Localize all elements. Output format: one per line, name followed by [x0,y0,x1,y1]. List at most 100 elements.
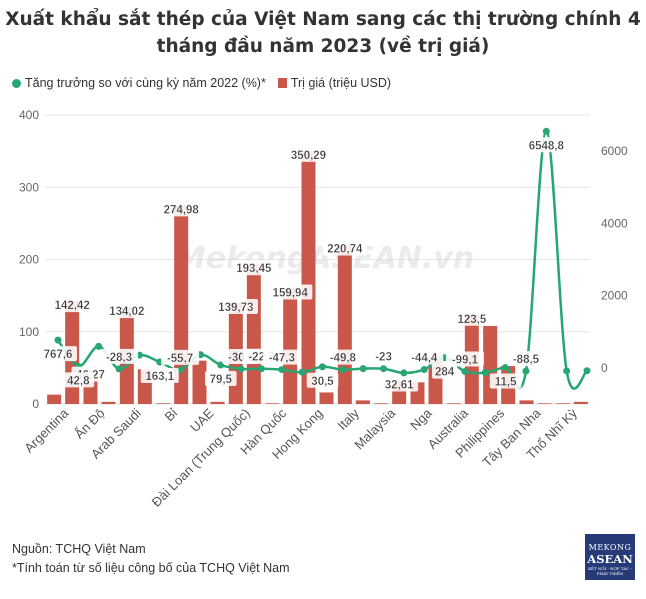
growth-point [217,361,225,369]
svg-text:163,1: 163,1 [145,371,174,383]
svg-text:134,02: 134,02 [109,306,144,318]
data-label: -88,5 [506,351,545,366]
growth-point [339,366,347,374]
svg-text:79,5: 79,5 [210,374,233,386]
growth-point [502,363,510,371]
left-tick-label: 300 [19,180,39,194]
svg-text:-47,3: -47,3 [269,353,295,365]
category-label: Italy [334,405,362,433]
bar [537,403,552,404]
category-label: UAE [187,405,217,435]
svg-text:159,94: 159,94 [273,287,309,299]
bar [374,403,389,404]
right-axis: 0 2000 4000 6000 [601,144,628,375]
bar [192,360,207,404]
data-labels: 142,4246,27134,02274,98139,73193,45159,9… [39,137,569,392]
growth-point [359,365,367,373]
data-label: 350,29 [286,146,331,162]
data-label: -49,8 [323,349,362,365]
left-tick-label: 0 [32,397,39,411]
legend-swatch-growth [12,78,21,88]
category-label: Malaysia [351,405,398,452]
data-label: 134,02 [104,303,150,318]
mekong-asean-logo: MEKONG ASEAN KẾT NỐI - HỢP TÁC - PHÁT TR… [585,534,635,580]
growth-point [400,369,408,377]
legend-swatch-value [277,78,287,88]
legend-label-value: Trị giá (triệu USD) [290,76,392,90]
data-label: 284 [431,363,458,379]
svg-text:350,29: 350,29 [291,150,326,162]
right-tick-label: 4000 [601,216,628,230]
bar [573,401,588,404]
bar [519,400,534,404]
svg-text:-99,1: -99,1 [452,354,479,366]
data-label: -99,1 [445,351,484,367]
data-label: 79,5 [204,371,237,386]
svg-text:284: 284 [435,367,455,379]
right-tick-label: 6000 [601,144,628,158]
bar [156,403,171,404]
svg-text:32,61: 32,61 [385,379,414,391]
svg-text:42,8: 42,8 [67,375,90,387]
chart-title-line-1: Xuất khẩu sắt thép của Việt Nam sang các… [5,9,641,30]
data-label: -47,3 [262,349,301,365]
bar [265,403,280,404]
growth-point [95,342,103,350]
logo-line-3: KẾT NỐI - HỢP TÁC - PHÁT TRIỂN [588,566,632,576]
svg-text:274,98: 274,98 [164,204,200,216]
bar [283,288,298,404]
data-label: 6548,8 [524,137,569,152]
growth-point [522,367,530,375]
data-label: 163,1 [140,367,179,383]
chart-legend: Tăng trưởng so với cùng kỳ năm 2022 (%)*… [12,76,391,90]
svg-text:11,5: 11,5 [495,376,517,388]
svg-text:-88,5: -88,5 [513,354,540,366]
growth-point [420,365,428,373]
svg-text:-23: -23 [375,352,392,364]
growth-point [257,365,265,373]
chart-title: Xuất khẩu sắt thép của Việt Nam sang các… [0,6,646,60]
data-label: 42,8 [62,372,95,387]
svg-text:30,5: 30,5 [311,376,334,388]
svg-text:-49,8: -49,8 [330,353,357,365]
bar [101,401,116,404]
bar [319,392,334,404]
category-label: Nga [407,405,435,433]
bar [301,150,316,404]
data-label: 142,42 [49,297,95,312]
data-label: -44,4 [405,349,444,365]
svg-text:123,5: 123,5 [457,314,486,326]
left-tick-label: 100 [19,325,39,339]
right-tick-label: 2000 [601,289,628,303]
bar [355,400,370,404]
svg-text:-28,3: -28,3 [106,352,132,364]
bar [210,401,225,404]
growth-point [380,365,388,373]
footer-source: Nguồn: TCHQ Việt Nam [12,542,146,556]
growth-point [298,368,306,376]
data-label: -23 [370,348,397,364]
legend-label-growth: Tăng trưởng so với cùng kỳ năm 2022 (%)* [25,76,266,90]
data-label: 32,61 [380,376,419,392]
svg-text:139,73: 139,73 [218,302,253,314]
footer-note: *Tính toán từ số liệu công bố của TCHQ V… [12,561,290,575]
bar [337,244,352,404]
right-tick-label: 0 [601,361,608,375]
data-label: 123,5 [452,310,491,326]
growth-point [54,336,62,344]
svg-text:142,42: 142,42 [55,300,90,312]
bar [483,325,498,404]
growth-point [319,363,326,371]
data-label: 30,5 [306,372,339,388]
growth-point [237,365,245,373]
svg-text:767,6: 767,6 [44,349,73,361]
svg-text:-55,7: -55,7 [167,353,193,365]
logo-line-2: ASEAN [587,552,633,566]
gridlines [45,114,590,405]
data-label: -28,3 [100,348,139,364]
bar [246,264,261,404]
growth-point [115,365,123,373]
logo-line-1: MEKONG [588,543,632,552]
